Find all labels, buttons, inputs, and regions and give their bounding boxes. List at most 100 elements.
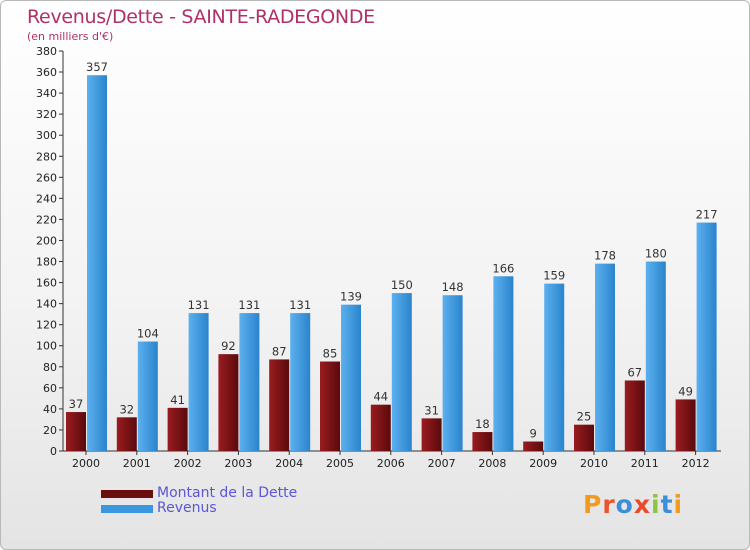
y-tick-label: 120 [36,319,57,332]
x-tick-label: 2002 [174,457,202,470]
x-tick-label: 2012 [682,457,710,470]
data-label-dette: 37 [69,397,84,411]
labels: 37 357 32 104 41 131 92 131 87 131 85 139 44 150 31 148… [69,60,718,440]
data-label-revenus: 150 [391,278,413,292]
logo-letter: r [602,490,616,519]
x-tick-label: 2009 [529,457,557,470]
bar-dette [218,354,239,451]
data-label-revenus: 131 [238,298,260,312]
logo-letter: i [651,490,661,519]
logo-letter: i [673,490,684,519]
bar-revenus [442,295,463,451]
x-tick-label: 2007 [428,457,456,470]
data-label-revenus: 139 [340,290,362,304]
y-tick-label: 140 [36,298,57,311]
logo-letter: P [583,490,603,519]
x-tick-label: 2006 [377,457,405,470]
bar-revenus [696,222,717,451]
data-label-revenus: 357 [86,60,108,74]
bar-revenus [188,313,209,451]
bar-dette [269,359,290,451]
data-label-revenus: 104 [137,327,159,341]
bar-dette [523,441,544,451]
y-tick-label: 160 [36,277,57,290]
x-tick-label: 2000 [72,457,100,470]
bar-dette [574,424,594,451]
data-label-dette: 49 [678,384,693,398]
bars [66,75,717,452]
data-label-revenus: 217 [696,208,718,222]
x-tick-label: 2001 [123,457,151,470]
bar-revenus [290,313,311,451]
x-tick-label: 2003 [224,457,252,470]
data-label-revenus: 131 [188,298,210,312]
legend-label-revenus: Revenus [157,500,217,516]
data-label-dette: 67 [627,365,642,379]
x-tick-label: 2008 [478,457,506,470]
y-tick-label: 80 [43,361,57,374]
data-label-dette: 44 [373,390,388,404]
y-tick-label: 320 [36,108,57,121]
x-tick-label: 2011 [631,457,659,470]
y-tick-label: 240 [36,192,57,205]
y-tick-label: 280 [36,150,57,163]
data-label-dette: 31 [424,403,439,417]
bar-revenus [391,293,412,451]
bar-dette [116,417,137,451]
y-tick-label: 20 [43,424,57,437]
data-label-revenus: 178 [594,249,616,263]
bar-revenus [87,75,107,452]
legend-label-dette: Montant de la Dette [157,485,298,501]
bar-dette [421,418,442,451]
chart-subtitle: (en milliers d'€) [27,30,114,43]
bar-dette [675,399,696,451]
bar-revenus [645,261,666,451]
bar-revenus [544,283,565,451]
y-tick-label: 360 [36,66,57,79]
data-label-revenus: 148 [442,280,464,294]
data-label-dette: 85 [323,347,338,361]
chart-title: Revenus/Dette - SAINTE-RADEGONDE [27,6,375,28]
logo-letter: t [660,490,674,519]
y-tick-label: 220 [36,213,57,226]
data-label-dette: 9 [530,427,537,441]
logo-letter: x [633,490,651,519]
bar-revenus [137,341,158,451]
proxiti-logo: Proxiti [583,490,683,519]
y-tick-label: 0 [50,445,57,458]
data-label-dette: 87 [272,344,287,358]
y-tick-label: 300 [36,129,57,142]
bar-dette [472,432,493,451]
data-label-revenus: 159 [543,269,565,283]
y-tick-label: 380 [36,45,57,58]
y-tick-label: 60 [43,382,57,395]
bar-revenus [341,304,361,451]
data-label-revenus: 180 [645,247,667,261]
data-label-dette: 18 [475,417,490,431]
y-tick-label: 100 [36,340,57,353]
bar-revenus [493,276,514,451]
legend-swatch-revenus [101,505,153,513]
data-label-revenus: 166 [492,261,514,275]
y-tick-label: 180 [36,256,57,269]
y-tick-label: 340 [36,87,57,100]
x-tick-label: 2005 [326,457,354,470]
data-label-dette: 92 [221,339,236,353]
bar-dette [167,407,188,451]
bar-dette [624,380,645,451]
y-tick-label: 40 [43,403,57,416]
logo-letter: o [615,490,634,519]
y-tick-label: 200 [36,234,57,247]
bar-dette [370,404,391,451]
data-label-dette: 41 [170,393,185,407]
data-label-dette: 32 [119,402,134,416]
data-label-dette: 25 [577,410,592,424]
bar-revenus [239,313,260,451]
y-tick-label: 260 [36,171,57,184]
bar-dette [320,361,340,451]
legend-swatch-dette [101,490,153,498]
x-tick-label: 2004 [275,457,303,470]
bar-dette [66,412,86,451]
